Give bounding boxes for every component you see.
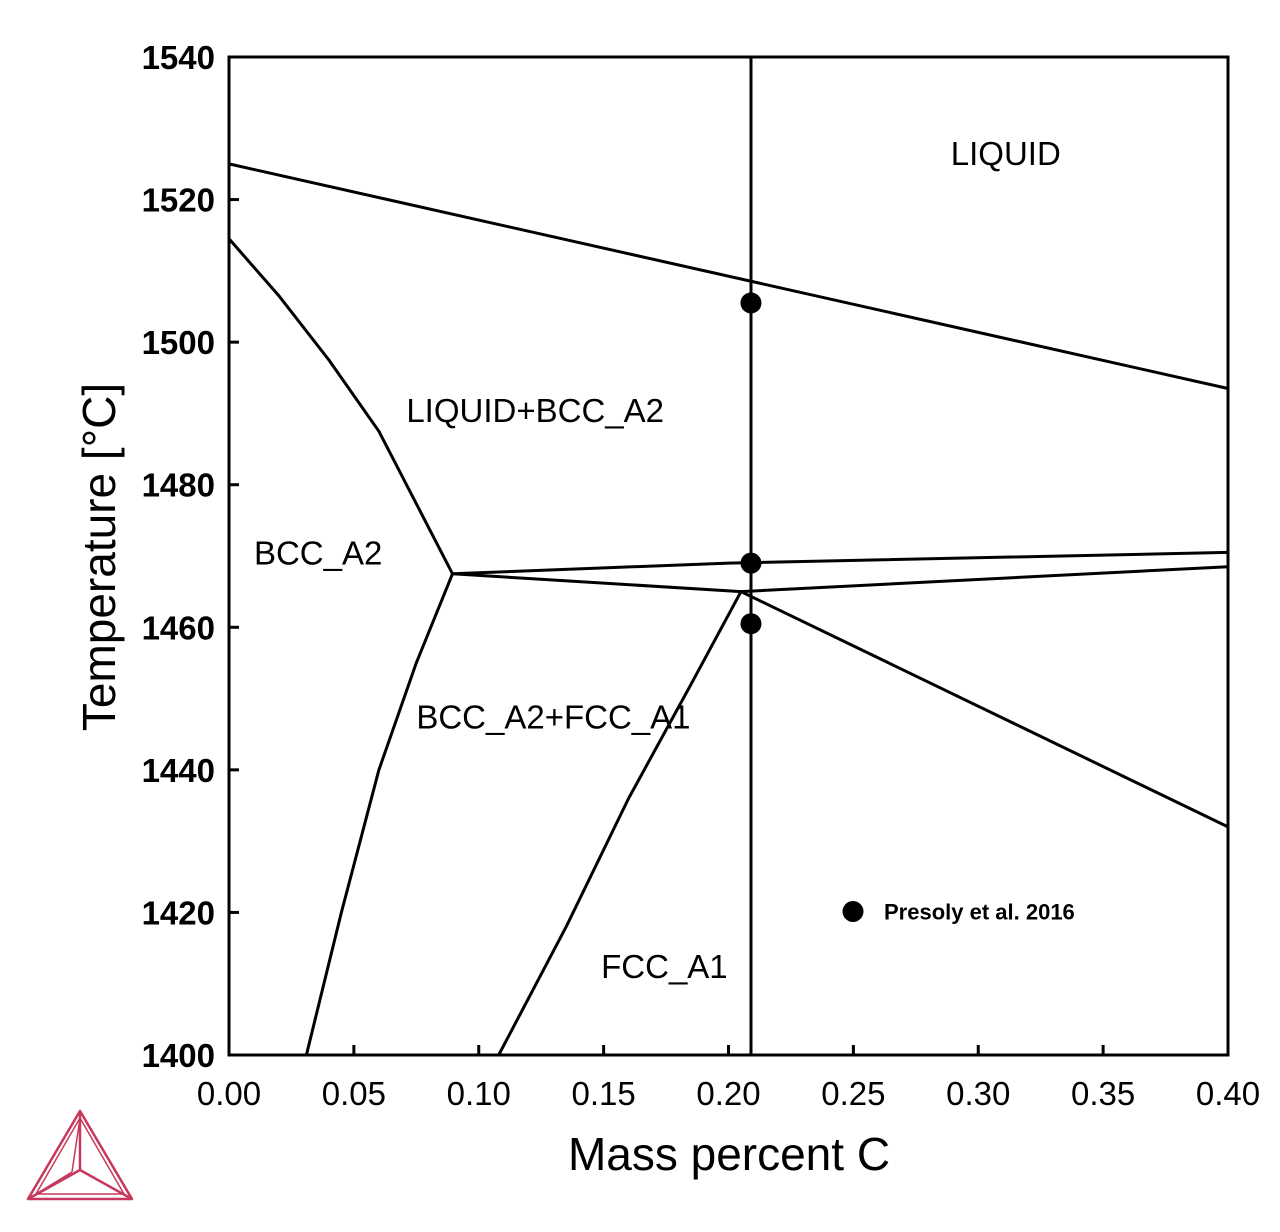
y-tick-label: 1440 [142, 752, 215, 789]
region-label-2: BCC_A2 [254, 534, 382, 571]
y-tick-label: 1500 [142, 324, 215, 361]
region-label-1: LIQUID+BCC_A2 [406, 392, 664, 429]
x-tick-label: 0.30 [946, 1075, 1010, 1112]
y-axis-title: Temperature [°C] [73, 383, 125, 731]
thermo-calc-tetrahedron-icon [26, 1109, 134, 1201]
data-markers [740, 292, 762, 635]
x-tick-label: 0.10 [447, 1075, 511, 1112]
x-tick-label: 0.40 [1196, 1075, 1260, 1112]
y-tick-label: 1460 [142, 609, 215, 646]
data-point-0 [740, 292, 762, 314]
x-tick-label: 0.25 [821, 1075, 885, 1112]
phase-boundary-3 [451, 572, 743, 594]
region-label-4: FCC_A1 [601, 948, 728, 985]
x-tick-label: 0.05 [322, 1075, 386, 1112]
phase-boundary-4 [739, 565, 1230, 594]
phase-boundary-1 [227, 237, 454, 576]
region-label-3: BCC_A2+FCC_A1 [416, 698, 690, 735]
x-tick-label: 0.00 [197, 1075, 261, 1112]
y-tick-label: 1400 [142, 1037, 215, 1074]
region-labels: LIQUID LIQUID+BCC_A2 BCC_A2 BCC_A2+FCC_A1 FC… [254, 135, 1061, 985]
axis-ticks: 0.00 0.05 0.10 0.15 0.20 0.25 0.30 0.35 0.40 1400… [142, 39, 1261, 1112]
phase-boundary-6 [304, 572, 454, 1057]
y-tick-label: 1540 [142, 39, 215, 76]
y-tick-label: 1420 [142, 894, 215, 931]
legend-label: Presoly et al. 2016 [884, 900, 1075, 925]
legend-marker-icon [842, 901, 864, 922]
y-tick-label: 1480 [142, 467, 215, 504]
legend: Presoly et al. 2016 [842, 900, 1075, 925]
region-label-0: LIQUID [951, 135, 1061, 172]
data-point-2 [740, 613, 762, 635]
y-tick-label: 1520 [142, 182, 215, 219]
x-tick-label: 0.15 [572, 1075, 636, 1112]
x-tick-label: 0.35 [1071, 1075, 1135, 1112]
x-axis-title: Mass percent C [568, 1128, 890, 1180]
phase-boundary-7 [497, 590, 743, 1057]
x-tick-label: 0.20 [696, 1075, 760, 1112]
plot-frame [227, 55, 1230, 1057]
phase-boundary-5 [739, 590, 1230, 829]
data-point-1 [740, 552, 762, 574]
phase-boundary-2 [451, 550, 1230, 576]
phase-boundary-0 [227, 162, 1230, 390]
